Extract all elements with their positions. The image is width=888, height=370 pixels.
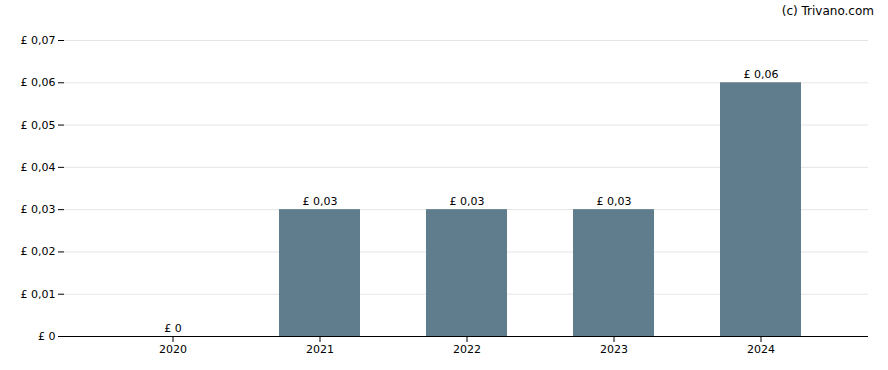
svg-text:2020: 2020 — [159, 343, 187, 356]
svg-text:£ 0,03: £ 0,03 — [597, 195, 632, 208]
svg-text:2022: 2022 — [453, 343, 481, 356]
svg-text:£ 0,02: £ 0,02 — [21, 245, 56, 258]
html-text:(c) Trivano.com: (c) Trivano.com — [781, 4, 874, 18]
svg-text:2024: 2024 — [747, 343, 775, 356]
svg-text:£ 0,05: £ 0,05 — [21, 119, 56, 132]
svg-text:£ 0,03: £ 0,03 — [450, 195, 485, 208]
svg-text:£ 0: £ 0 — [164, 322, 182, 335]
svg-text:£ 0,04: £ 0,04 — [21, 161, 56, 174]
svg-text:£ 0,03: £ 0,03 — [303, 195, 338, 208]
svg-text:£ 0: £ 0 — [38, 330, 56, 343]
svg-text:£ 0,01: £ 0,01 — [21, 288, 56, 301]
svg-text:£ 0,06: £ 0,06 — [21, 76, 56, 89]
svg-text:2021: 2021 — [306, 343, 334, 356]
svg-text:£ 0,07: £ 0,07 — [21, 34, 56, 47]
svg-text:£ 0,06: £ 0,06 — [744, 68, 779, 81]
svg-text:£ 0,03: £ 0,03 — [21, 203, 56, 216]
svg-text:2023: 2023 — [600, 343, 628, 356]
